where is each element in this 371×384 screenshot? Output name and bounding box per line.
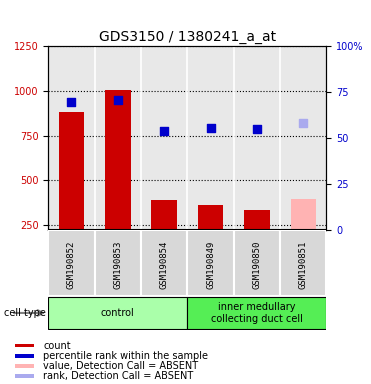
Point: [254, 126, 260, 132]
Point: [208, 124, 214, 131]
Bar: [14, 344, 34, 348]
Point: [161, 128, 167, 134]
Point: [69, 99, 75, 106]
Text: count: count: [43, 341, 70, 351]
Bar: [48, 230, 95, 296]
Text: rank, Detection Call = ABSENT: rank, Detection Call = ABSENT: [43, 371, 193, 381]
Text: GSM190850: GSM190850: [252, 240, 262, 288]
Text: GSM190849: GSM190849: [206, 240, 215, 288]
Bar: [105, 90, 131, 270]
Bar: [14, 354, 34, 358]
Bar: [48, 297, 187, 328]
Bar: [187, 297, 326, 328]
Bar: [290, 199, 316, 270]
Point: [301, 120, 306, 126]
Title: GDS3150 / 1380241_a_at: GDS3150 / 1380241_a_at: [99, 30, 276, 44]
Bar: [187, 230, 234, 296]
Bar: [234, 230, 280, 296]
Bar: [59, 112, 84, 270]
Bar: [141, 230, 187, 296]
Bar: [198, 205, 223, 270]
Bar: [244, 210, 270, 270]
Text: inner medullary
collecting duct cell: inner medullary collecting duct cell: [211, 302, 303, 324]
Bar: [14, 374, 34, 378]
Point: [115, 97, 121, 103]
Text: GSM190854: GSM190854: [160, 240, 169, 288]
Bar: [151, 200, 177, 270]
Text: GSM190853: GSM190853: [113, 240, 122, 288]
Bar: [14, 364, 34, 368]
Bar: [95, 230, 141, 296]
Text: GSM190851: GSM190851: [299, 240, 308, 288]
Text: percentile rank within the sample: percentile rank within the sample: [43, 351, 208, 361]
Text: control: control: [101, 308, 135, 318]
Bar: [280, 230, 326, 296]
Text: GSM190852: GSM190852: [67, 240, 76, 288]
Text: cell type: cell type: [4, 308, 46, 318]
Text: value, Detection Call = ABSENT: value, Detection Call = ABSENT: [43, 361, 198, 371]
